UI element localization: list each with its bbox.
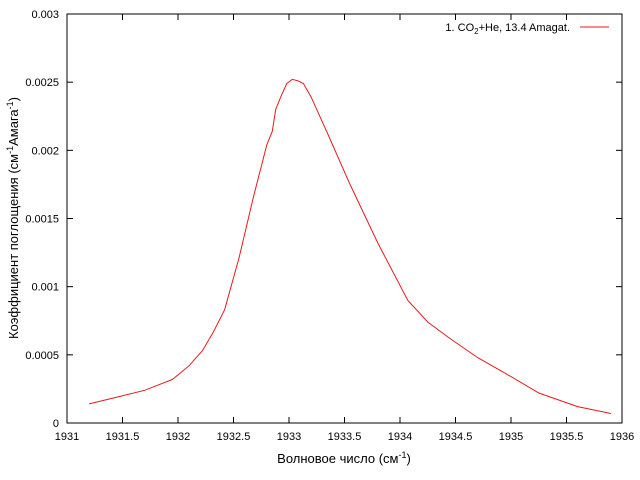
x-axis-ticks: [66, 14, 623, 423]
x-tick-label: 1932.5: [217, 431, 251, 443]
y-tick-label: 0: [53, 418, 59, 430]
y-tick-label: 0.001: [31, 282, 59, 294]
y-tick-label: 0.0015: [25, 214, 59, 226]
x-tick-label: 1935.5: [550, 431, 584, 443]
x-axis-tick-labels: 1931 1931.5 1932 1932.5 1933 1933.5 1934 1934.5…: [55, 431, 634, 443]
series-line: [89, 78, 612, 414]
x-tick-label: 1935: [499, 431, 523, 443]
legend-label: 1. CO2+He, 13.4 Amagat.: [445, 22, 570, 36]
y-tick-label: 0.0025: [25, 77, 59, 89]
x-tick-label: 1934.5: [439, 431, 473, 443]
legend: 1. CO2+He, 13.4 Amagat.: [445, 22, 609, 36]
x-tick-label: 1933.5: [328, 431, 362, 443]
x-tick-label: 1931: [55, 431, 79, 443]
y-tick-label: 0.002: [31, 145, 59, 157]
x-tick-label: 1936: [610, 431, 634, 443]
x-axis-title: Волновое число (см-1): [277, 450, 411, 466]
x-tick-label: 1931.5: [106, 431, 140, 443]
x-tick-label: 1932: [166, 431, 190, 443]
y-tick-label: 0.0005: [25, 350, 59, 362]
y-tick-label: 0.003: [31, 9, 59, 21]
x-tick-label: 1934: [388, 431, 412, 443]
x-tick-label: 1933: [277, 431, 301, 443]
plot-frame: [66, 13, 623, 424]
y-axis-tick-labels: 0 0.0005 0.001 0.0015 0.002 0.0025 0.003: [25, 9, 59, 430]
y-axis-title: Коэффициент поглощения (см-1Амага-1): [5, 97, 21, 339]
y-axis-ticks: [67, 13, 622, 424]
